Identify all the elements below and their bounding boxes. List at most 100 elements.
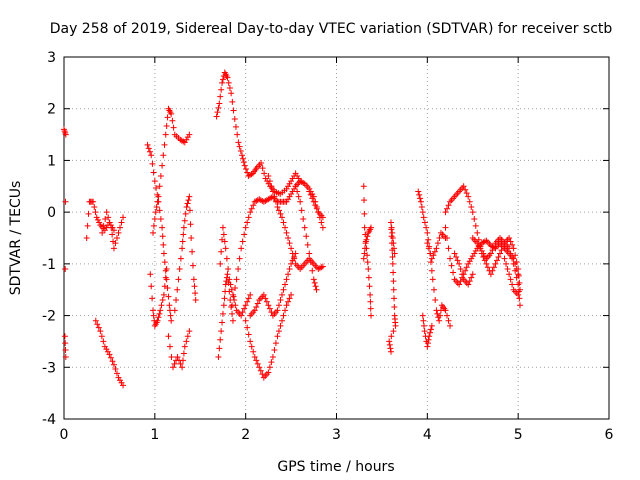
data-point xyxy=(102,216,109,223)
data-point xyxy=(361,197,368,204)
data-point xyxy=(417,198,424,205)
data-point xyxy=(300,216,307,223)
data-point xyxy=(179,364,186,371)
data-point xyxy=(269,353,276,360)
data-point xyxy=(389,260,396,267)
data-point xyxy=(112,240,119,247)
data-point xyxy=(215,353,222,360)
data-point xyxy=(221,238,228,245)
data-point xyxy=(107,354,114,361)
data-point xyxy=(280,219,287,226)
data-point xyxy=(360,255,367,262)
data-point xyxy=(253,303,260,310)
data-point xyxy=(282,281,289,288)
data-point xyxy=(168,317,175,324)
data-point xyxy=(259,165,266,172)
x-tick-label: 2 xyxy=(241,427,250,443)
data-point xyxy=(247,209,254,216)
data-point xyxy=(288,245,295,252)
data-point xyxy=(91,203,98,210)
data-point xyxy=(387,345,394,352)
data-point xyxy=(460,183,467,190)
track-t24 xyxy=(419,312,435,350)
data-point xyxy=(512,252,519,259)
data-point xyxy=(456,260,463,267)
data-point xyxy=(311,279,318,286)
data-point xyxy=(171,307,178,314)
data-point xyxy=(472,222,479,229)
x-axis-label: GPS time / hours xyxy=(277,459,394,475)
data-point xyxy=(421,328,428,335)
data-point xyxy=(189,248,196,255)
chart-title: Day 258 of 2019, Sidereal Day-to-day VTE… xyxy=(50,21,613,37)
data-point xyxy=(160,291,167,298)
data-point xyxy=(94,216,101,223)
data-point xyxy=(248,343,255,350)
data-point xyxy=(157,172,164,179)
data-point xyxy=(190,276,197,283)
data-point xyxy=(234,131,241,138)
data-point xyxy=(419,312,426,319)
data-point xyxy=(426,333,433,340)
data-point xyxy=(286,240,293,247)
data-point xyxy=(159,224,166,231)
data-point xyxy=(364,259,371,266)
data-point xyxy=(165,333,172,340)
data-point xyxy=(390,286,397,293)
data-point xyxy=(493,257,500,264)
data-point xyxy=(183,203,190,210)
data-point xyxy=(100,338,107,345)
data-point xyxy=(176,266,183,273)
data-point xyxy=(233,276,240,283)
data-point xyxy=(425,336,432,343)
data-point xyxy=(159,162,166,169)
data-point xyxy=(434,240,441,247)
data-point xyxy=(251,353,258,360)
x-tick-label: 6 xyxy=(605,427,614,443)
data-point xyxy=(184,200,191,207)
data-point xyxy=(319,214,326,221)
data-point xyxy=(150,312,157,319)
data-point xyxy=(239,152,246,159)
data-point xyxy=(274,333,281,340)
x-tick-label: 3 xyxy=(332,427,341,443)
data-point xyxy=(186,193,193,200)
data-point xyxy=(232,123,239,130)
data-point xyxy=(271,347,278,354)
data-point xyxy=(424,343,431,350)
data-point xyxy=(386,341,393,348)
data-point xyxy=(265,369,272,376)
data-point xyxy=(95,324,102,331)
y-tick-label: -1 xyxy=(42,257,56,273)
data-point xyxy=(120,214,127,221)
data-point xyxy=(238,312,245,319)
data-point xyxy=(150,307,157,314)
data-point xyxy=(145,145,152,152)
data-point xyxy=(230,293,237,300)
data-point xyxy=(148,283,155,290)
data-point xyxy=(513,274,520,281)
data-point xyxy=(227,281,234,288)
data-point xyxy=(306,188,313,195)
data-point xyxy=(313,205,320,212)
data-point xyxy=(388,348,394,355)
data-point xyxy=(360,183,367,190)
x-tick-label: 4 xyxy=(423,427,432,443)
data-point xyxy=(484,264,491,271)
data-point xyxy=(389,235,396,241)
data-point xyxy=(226,85,233,92)
track-t01 xyxy=(61,126,69,360)
data-point xyxy=(298,207,305,214)
data-point xyxy=(153,185,160,192)
x-tick-label: 5 xyxy=(514,427,523,443)
data-point xyxy=(365,274,372,281)
data-point xyxy=(216,345,223,352)
data-point xyxy=(303,233,310,240)
y-tick-label: 0 xyxy=(47,205,56,221)
data-point xyxy=(274,307,281,314)
data-point xyxy=(307,191,314,198)
data-point xyxy=(266,364,273,371)
data-point xyxy=(225,79,232,86)
data-point xyxy=(248,205,255,212)
data-point xyxy=(189,262,196,269)
